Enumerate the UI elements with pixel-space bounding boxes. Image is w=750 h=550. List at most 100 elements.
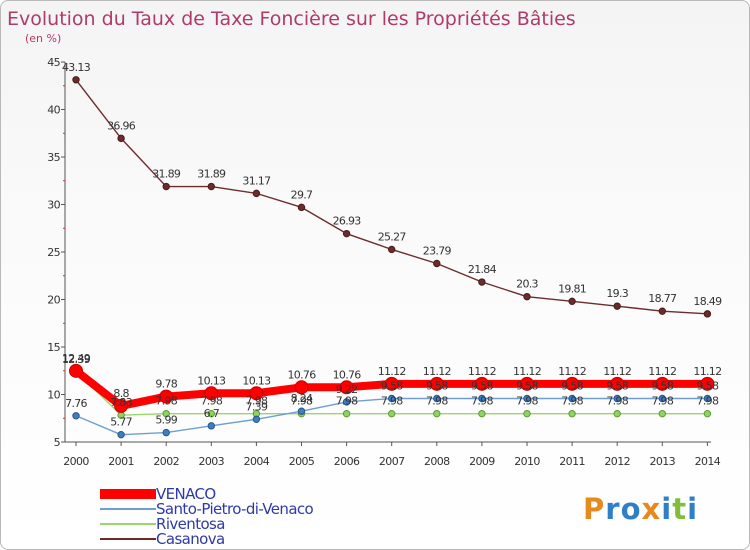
data-label-venaco: 9.78 — [155, 378, 177, 391]
data-label-venaco: 11.12 — [558, 365, 586, 378]
data-point-riventosa — [433, 409, 441, 418]
y-tick-label: 5 — [54, 436, 61, 449]
data-point-casanova — [478, 278, 486, 286]
y-tick-label: 25 — [47, 246, 60, 259]
y-tick-label: 45 — [47, 56, 60, 69]
data-label-riventosa: 7.98 — [516, 395, 538, 408]
data-point-casanova — [252, 189, 261, 198]
legend: VENACOSanto-Pietro-di-VenacoRiventosaCas… — [100, 485, 314, 548]
data-label-santo-pietro-di-venaco: 9.58 — [697, 379, 719, 392]
data-label-riventosa: 7.98 — [651, 395, 673, 408]
data-point-riventosa — [703, 409, 712, 418]
data-point-venaco — [159, 389, 174, 404]
data-label-riventosa: 7.98 — [200, 395, 222, 408]
data-label-venaco: 11.12 — [468, 365, 496, 378]
data-label-riventosa: 7.83 — [110, 396, 132, 409]
data-point-venaco — [610, 376, 625, 391]
data-label-casanova: 19.3 — [606, 287, 628, 300]
data-point-venaco — [204, 386, 219, 401]
data-label-venaco: 11.12 — [423, 365, 451, 378]
proxiti-logo: Proxiti — [583, 492, 697, 526]
y-tick-label: 15 — [47, 341, 60, 354]
data-point-santo-pietro-di-venaco — [342, 398, 351, 406]
data-point-santo-pietro-di-venaco — [568, 394, 576, 403]
data-point-riventosa — [388, 409, 396, 418]
data-label-riventosa: 12.39 — [62, 353, 91, 366]
axes: 5 10 15 20 25 30 35 40 45 2000 2001 2002 2003 2004 200… — [47, 56, 721, 468]
data-point-venaco — [249, 386, 264, 401]
data-label-casanova: 31.89 — [152, 168, 181, 181]
data-point-casanova — [117, 134, 125, 143]
data-label-casanova: 36.96 — [107, 119, 136, 132]
data-point-casanova — [162, 182, 170, 191]
x-tick-label: 2014 — [695, 455, 721, 468]
data-point-santo-pietro-di-venaco — [523, 394, 531, 403]
legend-label-venaco: VENACO — [156, 485, 216, 503]
x-tick-label: 2006 — [334, 455, 360, 468]
data-label-riventosa: 7.98 — [336, 395, 358, 408]
chart-title: Evolution du Taux de Taxe Foncière sur l… — [7, 8, 576, 30]
data-point-venaco — [565, 376, 580, 391]
data-point-casanova — [523, 292, 531, 301]
data-point-riventosa — [207, 409, 216, 418]
data-label-venaco: 11.12 — [378, 365, 406, 378]
data-point-venaco — [384, 376, 399, 391]
data-label-santo-pietro-di-venaco: 9.58 — [516, 379, 538, 392]
data-point-santo-pietro-di-venaco — [252, 415, 261, 423]
data-label-santo-pietro-di-venaco: 9.58 — [381, 379, 403, 392]
data-label-venaco: 11.12 — [513, 365, 541, 378]
data-label-santo-pietro-di-venaco: 5.99 — [155, 414, 177, 427]
data-point-venaco — [294, 380, 309, 395]
data-label-casanova: 43.13 — [62, 61, 91, 74]
data-point-riventosa — [523, 409, 531, 418]
data-label-venaco: 10.13 — [242, 374, 271, 387]
chart-subtitle: (en %) — [25, 32, 61, 45]
x-tick-label: 2003 — [198, 455, 224, 468]
series-layer — [69, 76, 715, 439]
data-label-casanova: 25.27 — [378, 230, 407, 243]
data-label-venaco: 10.13 — [197, 374, 226, 387]
data-label-casanova: 23.79 — [423, 244, 452, 257]
data-point-santo-pietro-di-venaco — [703, 394, 712, 403]
data-label-santo-pietro-di-venaco: 6.7 — [204, 407, 220, 420]
data-point-riventosa — [613, 409, 621, 418]
x-tick-label: 2008 — [424, 455, 450, 468]
data-label-venaco: 10.76 — [333, 368, 362, 381]
data-point-santo-pietro-di-venaco — [207, 422, 216, 430]
data-label-casanova: 31.89 — [197, 168, 226, 181]
data-point-santo-pietro-di-venaco — [658, 394, 666, 403]
data-label-casanova: 19.81 — [558, 282, 586, 295]
series-line-casanova — [75, 79, 708, 315]
data-point-casanova — [433, 259, 441, 268]
data-point-santo-pietro-di-venaco — [613, 394, 621, 403]
data-label-casanova: 21.84 — [468, 263, 497, 276]
legend-label-riventosa: Riventosa — [156, 515, 225, 533]
data-point-riventosa — [162, 409, 170, 418]
y-tick-label: 30 — [47, 199, 60, 212]
x-tick-label: 2013 — [649, 455, 675, 468]
data-label-venaco: 10.76 — [288, 368, 317, 381]
data-label-santo-pietro-di-venaco: 5.77 — [110, 416, 132, 429]
data-label-riventosa: 7.98 — [606, 395, 628, 408]
data-point-casanova — [388, 245, 396, 254]
data-label-casanova: 18.77 — [648, 292, 677, 305]
data-label-casanova: 18.49 — [693, 295, 722, 308]
data-labels: 43.13 36.96 31.89 31.89 31.17 29.7 26.93 25.27 2… — [62, 61, 723, 429]
x-tick-label: 2002 — [153, 455, 179, 468]
data-label-santo-pietro-di-venaco: 9.58 — [651, 379, 673, 392]
x-tick-label: 2000 — [63, 455, 89, 468]
data-label-riventosa: 7.98 — [155, 395, 177, 408]
data-point-casanova — [297, 203, 306, 212]
data-label-santo-pietro-di-venaco: 9.58 — [471, 379, 493, 392]
data-label-riventosa: 7.98 — [426, 395, 448, 408]
data-label-riventosa: 7.98 — [381, 395, 403, 408]
data-label-riventosa: 7.98 — [471, 395, 493, 408]
data-point-venaco — [114, 398, 129, 413]
data-point-casanova — [658, 307, 666, 315]
data-point-venaco — [69, 363, 83, 378]
legend-label-santo-pietro-di-venaco: Santo-Pietro-di-Venaco — [156, 500, 314, 518]
data-point-santo-pietro-di-venaco — [433, 394, 441, 403]
data-point-venaco — [520, 376, 534, 391]
data-point-riventosa — [568, 409, 576, 418]
